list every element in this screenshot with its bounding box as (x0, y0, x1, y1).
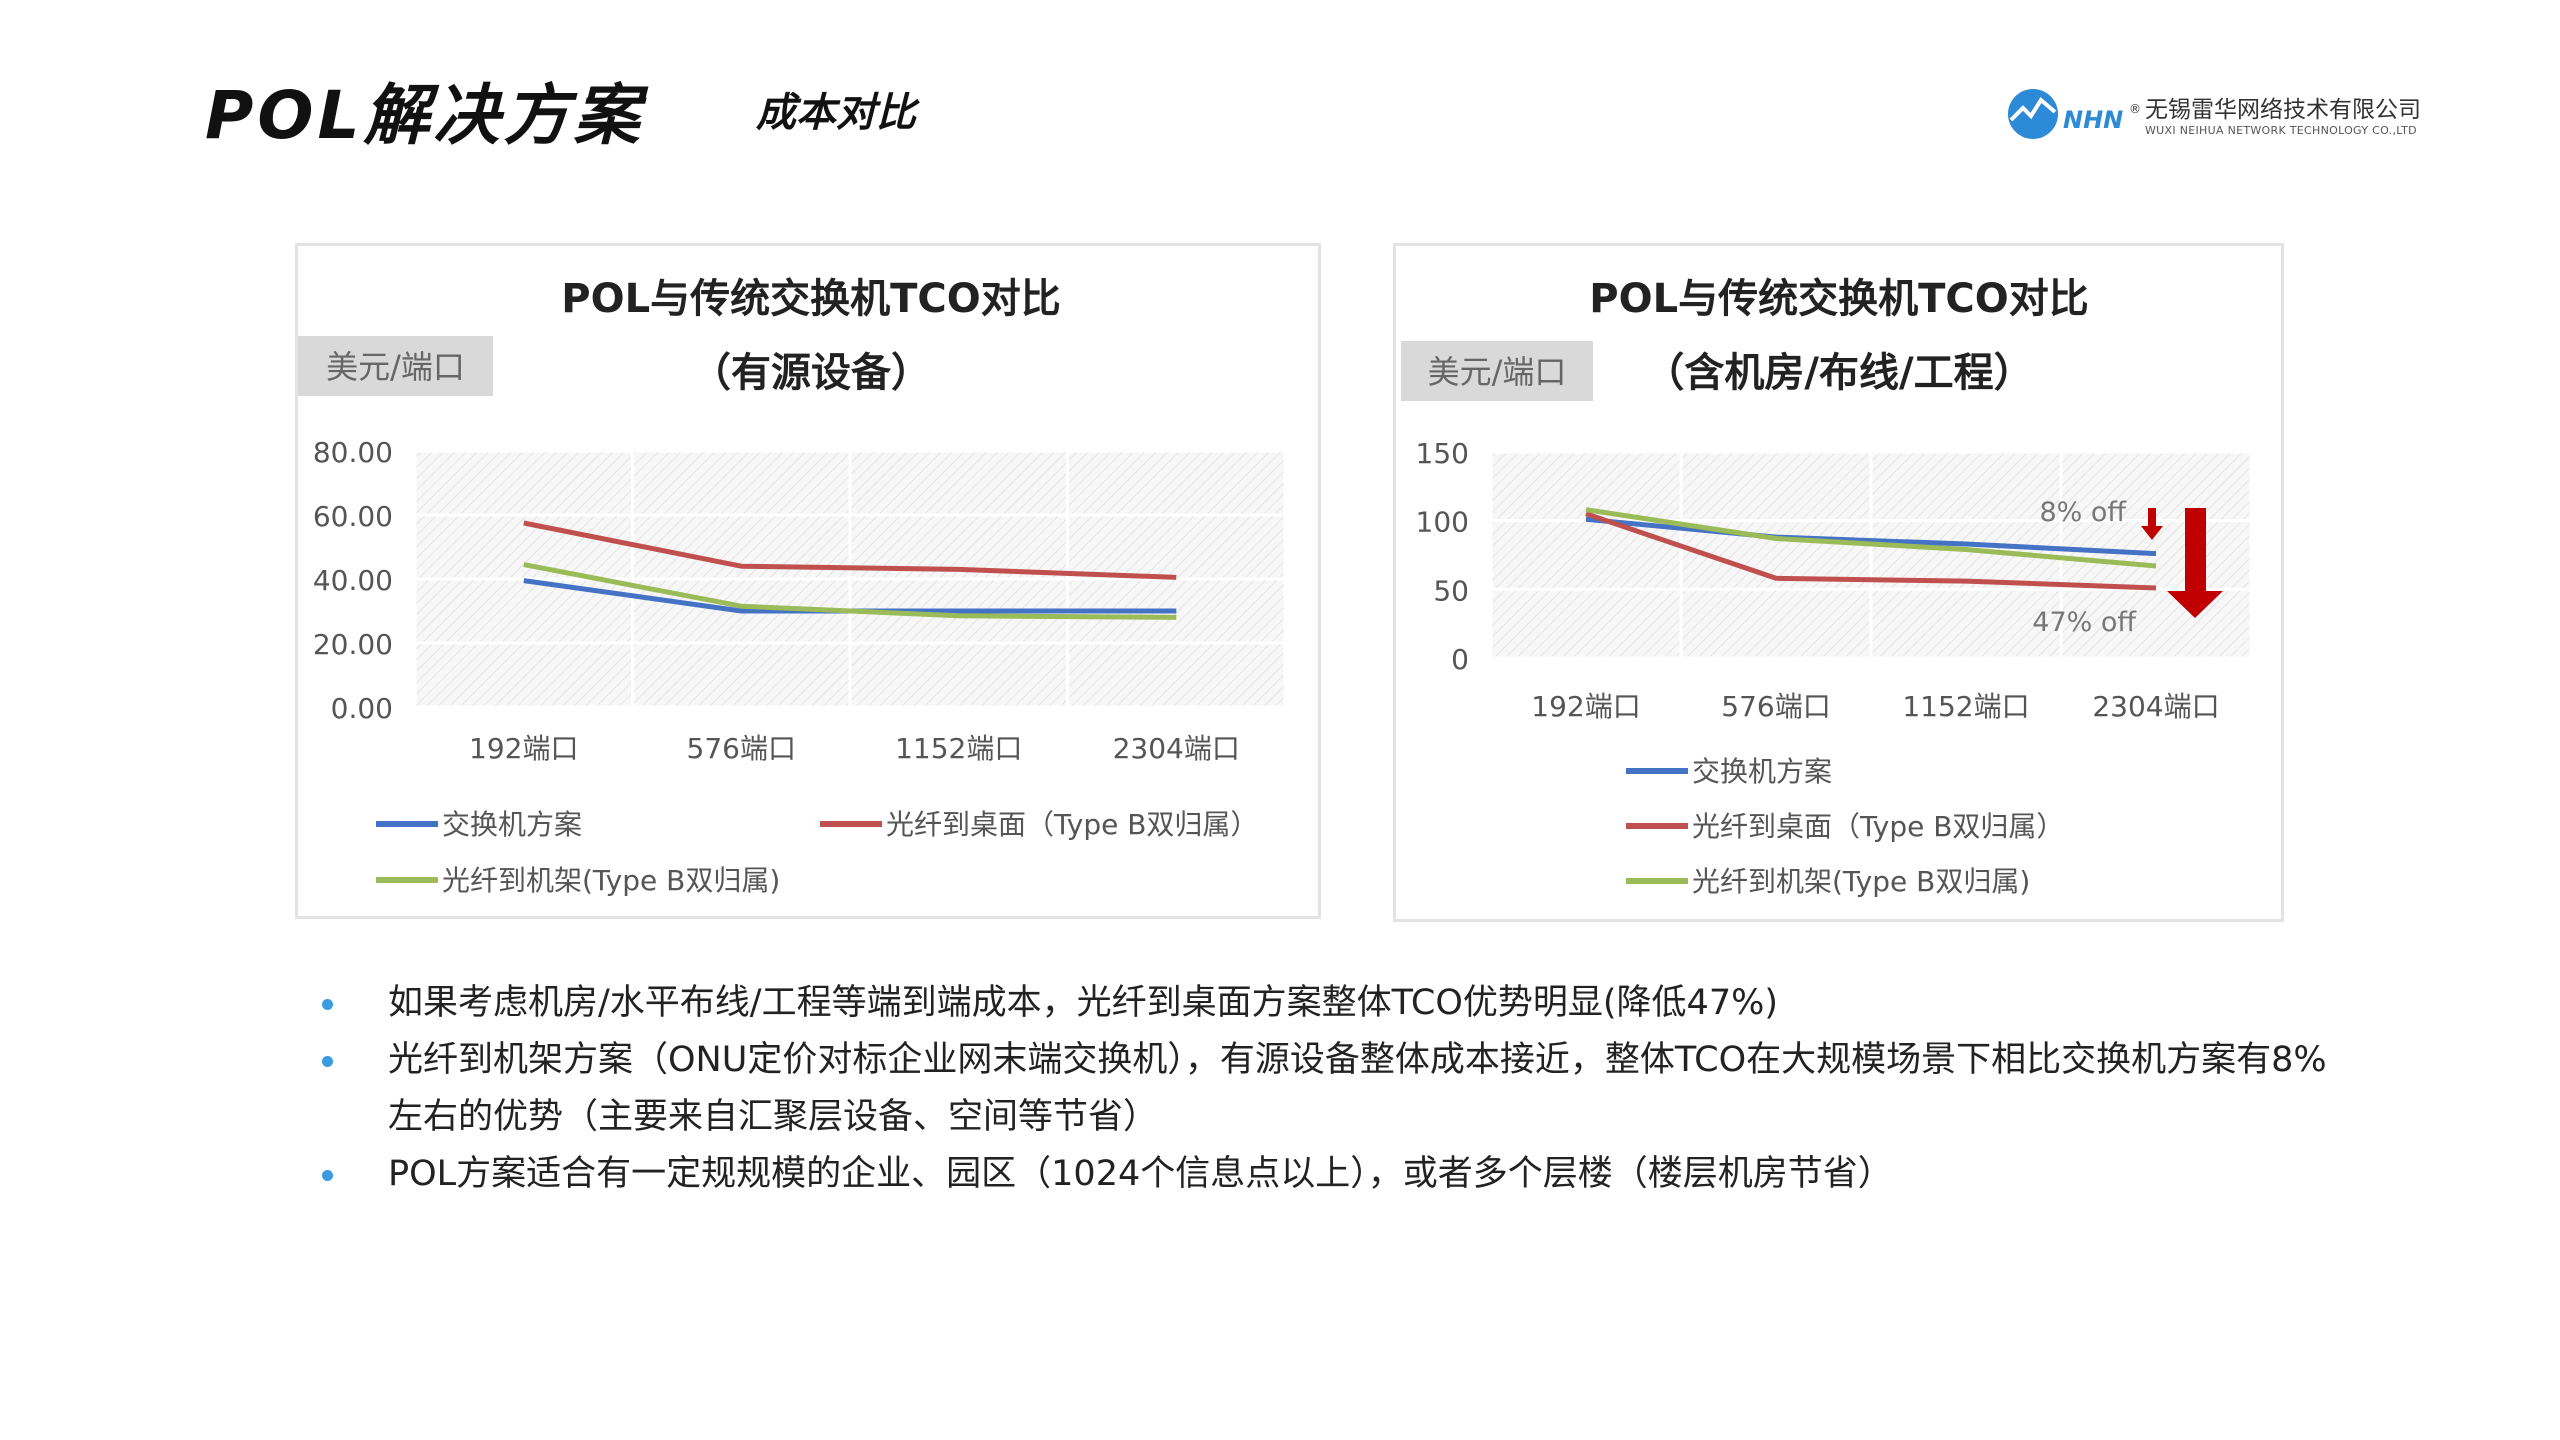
bullet-text: POL方案适合有一定规规模的企业、园区（1024个信息点以上），或者多个层楼（楼… (388, 1154, 1893, 1194)
y-tick-label: 150 (1416, 437, 1469, 470)
y-tick-label: 50 (1433, 574, 1469, 607)
annotation-8-off: 8% off (2039, 497, 2127, 528)
x-tick-label: 1152端口 (1902, 690, 2029, 723)
y-tick-label: 60.00 (313, 500, 393, 533)
company-logo: NHN ® 无锡雷华网络技术有限公司 WUXI NEIHUA NETWORK T… (2005, 82, 2465, 152)
y-tick-label: 80.00 (313, 436, 393, 469)
logo-registered: ® (2129, 102, 2141, 116)
logo-company-cn: 无锡雷华网络技术有限公司 (2145, 97, 2421, 123)
bullet-item: POL方案适合有一定规规模的企业、园区（1024个信息点以上），或者多个层楼（楼… (310, 1146, 2360, 1203)
arrow-down-small-icon (2141, 508, 2163, 540)
arrow-down-large-icon (2167, 508, 2223, 618)
y-unit-box (1401, 341, 1593, 401)
y-tick-label: 0.00 (331, 692, 393, 725)
chart-subtitle: （含机房/布线/工程） (1644, 350, 2033, 396)
bullet-text: 如果考虑机房/水平布线/工程等端到端成本，光纤到桌面方案整体TCO优势明显(降低… (388, 983, 1779, 1023)
series-line-2 (523, 520, 1177, 580)
bullet-dot-icon (322, 1170, 333, 1181)
bullet-item: 光纤到机架方案（ONU定价对标企业网末端交换机），有源设备整体成本接近，整体TC… (310, 1032, 2360, 1146)
y-unit-box (298, 336, 493, 396)
x-tick-label: 1152端口 (895, 732, 1022, 765)
legend-label: 光纤到机架(Type B双归属) (442, 864, 780, 897)
x-tick-label: 192端口 (1531, 690, 1640, 723)
annotation-47-off: 47% off (2032, 607, 2137, 638)
y-axis-label: 美元/端口 (326, 348, 465, 386)
page-subtitle: 成本对比 (756, 90, 916, 136)
series-line-3 (523, 562, 1177, 620)
legend-label: 光纤到机架(Type B双归属) (1692, 865, 2030, 898)
series-line-1 (1585, 516, 2157, 557)
y-tick-label: 40.00 (313, 564, 393, 597)
page-title: POL解决方案 (205, 77, 644, 154)
y-tick-label: 100 (1416, 506, 1469, 539)
y-tick-label: 0 (1451, 643, 1469, 676)
bullet-dot-icon (322, 1056, 333, 1067)
bullet-text: 光纤到机架方案（ONU定价对标企业网末端交换机），有源设备整体成本接近，整体TC… (388, 1040, 2327, 1137)
chart-full-cost: POL与传统交换机TCO对比 （含机房/布线/工程） 美元/端口 150 100 50 0 1… (1401, 276, 2253, 898)
legend-label: 光纤到桌面（Type B双归属） (886, 808, 1258, 841)
x-tick-label: 576端口 (1721, 690, 1830, 723)
x-tick-label: 2304端口 (1113, 732, 1240, 765)
chart-title: POL与传统交换机TCO对比 (561, 276, 1060, 322)
y-tick-label: 20.00 (313, 628, 393, 661)
logo-company-en: WUXI NEIHUA NETWORK TECHNOLOGY CO.,LTD (2145, 124, 2417, 137)
chart-title: POL与传统交换机TCO对比 (1589, 276, 2088, 322)
legend-label: 交换机方案 (442, 808, 582, 841)
chart-active-equipment: POL与传统交换机TCO对比 （有源设备） 美元/端口 80.00 60.00 40.00… (298, 276, 1287, 897)
x-tick-label: 576端口 (687, 732, 796, 765)
series-line-3 (1585, 507, 2157, 569)
chart-subtitle: （有源设备） (691, 350, 931, 396)
chart-panel-full-cost: POL与传统交换机TCO对比 （含机房/布线/工程） 美元/端口 150 100 50 0 1… (1393, 243, 2284, 922)
chart-panel-active-equipment: POL与传统交换机TCO对比 （有源设备） 美元/端口 80.00 60.00 40.00… (295, 243, 1321, 919)
bullet-dot-icon (322, 999, 333, 1010)
legend-label: 光纤到桌面（Type B双归属） (1692, 810, 2064, 843)
bullet-item: 如果考虑机房/水平布线/工程等端到端成本，光纤到桌面方案整体TCO优势明显(降低… (310, 975, 2360, 1032)
legend-label: 交换机方案 (1692, 755, 1832, 788)
x-tick-label: 192端口 (469, 732, 578, 765)
x-tick-label: 2304端口 (2092, 690, 2219, 723)
logo-mark-icon (2008, 89, 2058, 139)
bullet-list: 如果考虑机房/水平布线/工程等端到端成本，光纤到桌面方案整体TCO优势明显(降低… (310, 975, 2360, 1203)
series-line-2 (1585, 511, 2157, 591)
y-axis-label: 美元/端口 (1428, 353, 1567, 391)
logo-brand: NHN (2063, 106, 2124, 134)
